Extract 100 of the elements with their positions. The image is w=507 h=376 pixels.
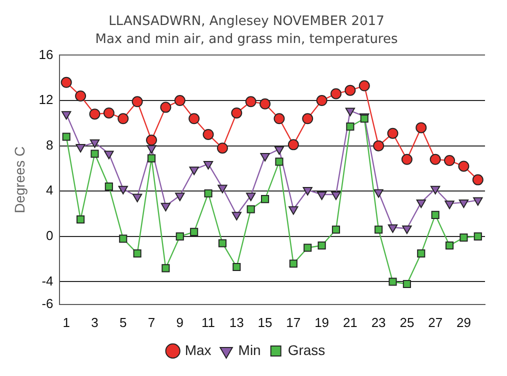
chart-subtitle: Max and min air, and grass min, temperatures [95,32,398,47]
point [304,244,312,252]
point [402,280,411,288]
point [416,122,427,134]
x-tick-label: 5 [120,314,127,330]
point [204,189,212,198]
point [232,212,242,220]
point [147,154,156,162]
point [417,249,426,258]
point [288,139,299,150]
point [316,192,327,200]
point [246,192,256,202]
point [374,226,383,234]
point [302,113,314,124]
point [245,96,256,108]
point [387,128,398,139]
point [388,278,397,286]
x-tick-label: 27 [428,314,443,330]
point [374,189,384,198]
point [162,264,170,272]
point [474,232,482,240]
point [302,186,312,196]
point [332,226,340,234]
point [132,96,143,108]
point [89,108,100,120]
point [316,95,328,106]
point [458,160,470,172]
y-tick-label: 12 [38,92,54,108]
point [216,142,228,154]
point [119,234,128,243]
point [202,128,214,140]
x-tick-label: 9 [176,314,184,330]
y-tick-label: 16 [38,46,54,62]
point [160,202,171,212]
point [231,107,242,118]
point [176,232,184,240]
point [431,210,440,219]
point [274,146,284,155]
point [318,241,326,250]
x-tick-label: 13 [229,314,244,330]
x-tick-label: 11 [202,314,216,330]
point [90,150,99,158]
point [90,139,100,148]
point [444,200,454,210]
x-tick-label: 15 [258,314,272,330]
point [103,107,114,118]
point [416,199,426,208]
point [373,140,384,152]
point [160,102,172,113]
y-tick-label: -6 [42,296,54,311]
legend-label: Grass [288,342,326,358]
point [289,260,298,268]
point [402,226,412,234]
point [460,234,468,242]
point [218,239,226,248]
point [118,186,128,194]
point [232,262,241,272]
point [358,80,370,92]
point [430,186,440,194]
point [330,88,342,100]
point [444,155,456,166]
point [346,122,354,131]
point [60,76,72,88]
x-tick-label: 17 [286,314,301,330]
point [104,150,114,160]
point [472,174,484,186]
y-tick-label: 0 [46,228,54,244]
point [62,111,72,120]
point [275,158,284,166]
x-tick-label: 25 [400,314,414,330]
point [175,192,185,202]
point [331,192,341,200]
x-tick-label: 1 [62,314,70,330]
point [62,132,70,141]
x-tick-label: 29 [456,314,471,330]
point [75,90,86,102]
point [203,160,214,170]
point [146,134,158,146]
point [218,184,228,194]
point [274,113,285,124]
point [260,153,270,162]
y-tick-label: 4 [46,182,54,198]
y-tick-label: 8 [46,137,54,152]
point [132,194,142,202]
point [76,215,85,224]
point [430,154,441,165]
point [288,206,298,215]
x-tick-label: 7 [148,314,156,330]
point [260,98,271,110]
x-tick-label: 3 [91,314,98,330]
x-tick-label: 21 [342,314,358,330]
point [473,197,483,206]
point [146,145,156,154]
point [76,144,86,152]
point [174,95,186,106]
y-tick-label: -4 [42,273,54,288]
point [104,182,113,191]
point [445,241,454,250]
point [388,224,398,233]
point [189,166,199,176]
